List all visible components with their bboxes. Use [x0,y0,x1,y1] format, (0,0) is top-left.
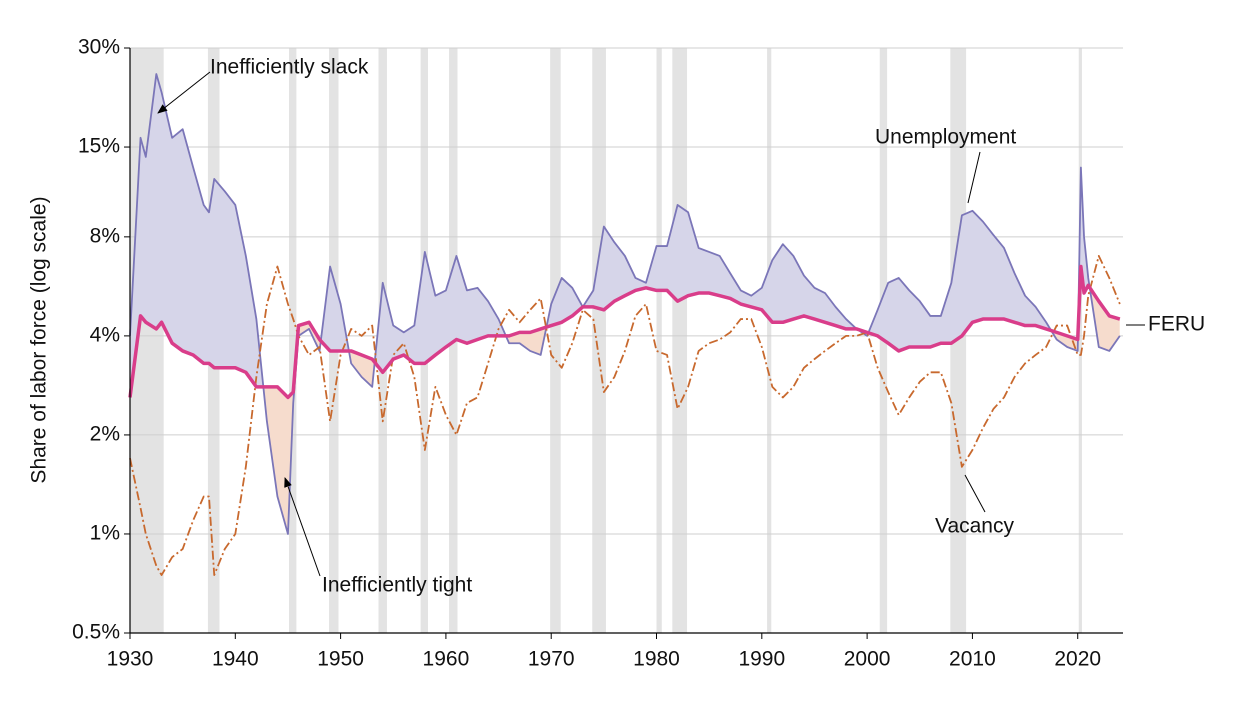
y-tick-label: 8% [90,224,120,247]
slack-area [130,74,1120,398]
x-tick-label: 2010 [949,648,996,671]
series-label: FERU [1148,313,1205,336]
series-label: Unemployment [875,126,1016,149]
x-tick-label: 1960 [423,648,470,671]
series-line [129,255,1121,576]
annotation: Inefficiently tight [322,574,472,597]
label-leader [964,474,986,513]
annotation-arrow [157,71,211,114]
series-line [129,73,1121,535]
recession-band [672,48,688,633]
x-tick-label: 1990 [738,648,785,671]
y-tick-label: 2% [90,422,120,445]
x-tick-label: 1970 [528,648,575,671]
x-tick-label: 1930 [107,648,154,671]
y-axis-label: Share of labor force (log scale) [28,196,51,483]
label-leader [967,151,981,204]
x-tick-label: 1950 [317,648,364,671]
recession-band [767,48,772,633]
y-tick-label: 1% [90,522,120,545]
x-tick-label: 2000 [844,648,891,671]
x-tick-label: 1980 [633,648,680,671]
recession-band [1078,48,1082,633]
y-tick-label: 0.5% [72,621,120,644]
y-tick-label: 4% [90,323,120,346]
recession-band [289,48,297,633]
x-tick-label: 1940 [212,648,259,671]
annotation: Inefficiently slack [210,56,369,79]
series-label: Vacancy [935,515,1014,538]
x-tick-label: 2020 [1054,648,1101,671]
series-line [128,264,1121,400]
y-tick-label: 15% [78,135,120,158]
recession-band [550,48,561,633]
recession-band [592,48,606,633]
annotation-arrow [284,477,321,577]
recession-band [656,48,662,633]
y-tick-label: 30% [78,36,120,59]
